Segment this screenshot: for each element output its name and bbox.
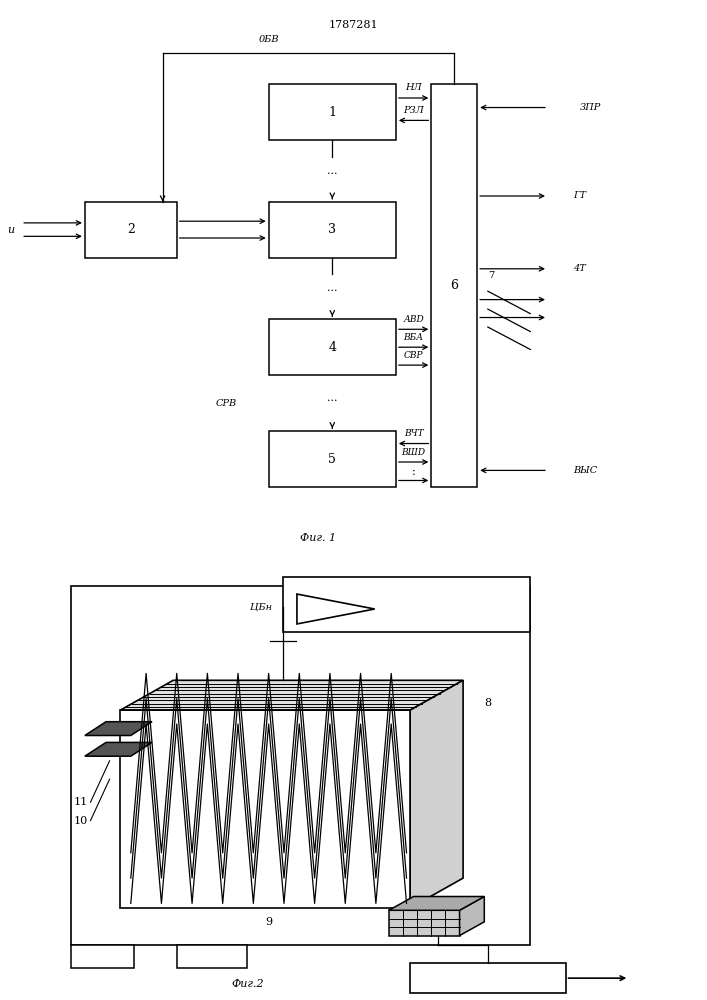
Polygon shape	[120, 710, 410, 908]
Polygon shape	[410, 680, 463, 908]
Bar	[431, 84, 477, 487]
Text: ЦБн: ЦБн	[250, 602, 272, 611]
Text: 7: 7	[488, 271, 494, 280]
Text: 3: 3	[328, 223, 337, 236]
Polygon shape	[460, 896, 484, 936]
Bar	[177, 945, 247, 968]
Polygon shape	[297, 594, 375, 624]
Text: 4Т: 4Т	[573, 264, 585, 273]
Text: ВБА: ВБА	[404, 333, 423, 342]
Bar	[269, 431, 396, 487]
Text: ...: ...	[327, 393, 337, 403]
Text: 0БВ: 0БВ	[259, 35, 279, 44]
Text: ВШD: ВШD	[402, 448, 426, 457]
Bar	[85, 202, 177, 258]
Polygon shape	[85, 742, 152, 756]
Bar	[410, 963, 566, 993]
Text: АВD: АВD	[403, 315, 424, 324]
Text: 4: 4	[328, 341, 337, 354]
Bar	[71, 586, 530, 945]
Text: 9: 9	[265, 917, 272, 927]
Bar	[269, 319, 396, 375]
Text: 3ПР: 3ПР	[580, 103, 601, 112]
Text: 1: 1	[328, 105, 337, 118]
Text: 8: 8	[484, 698, 491, 708]
Text: 6: 6	[450, 279, 458, 292]
Text: :: :	[411, 467, 416, 477]
Text: ...: ...	[327, 166, 337, 176]
Text: ГТ: ГТ	[573, 192, 585, 200]
Text: 5: 5	[328, 453, 337, 466]
Text: 1787281: 1787281	[329, 20, 378, 30]
Bar	[269, 84, 396, 140]
Polygon shape	[85, 722, 152, 736]
Text: СРВ: СРВ	[216, 399, 237, 408]
Text: 11: 11	[74, 797, 88, 807]
Polygon shape	[120, 680, 463, 710]
Text: РЗЛ: РЗЛ	[403, 106, 424, 115]
Bar	[269, 202, 396, 258]
Polygon shape	[389, 896, 484, 910]
Text: Фиг.2: Фиг.2	[231, 979, 264, 989]
Text: ВЧТ: ВЧТ	[404, 430, 423, 438]
Polygon shape	[389, 910, 460, 936]
Text: СВР: СВР	[404, 351, 423, 360]
Bar	[283, 577, 530, 632]
Text: 2: 2	[127, 223, 135, 236]
Text: ...: ...	[327, 283, 337, 293]
Text: ВЫС: ВЫС	[573, 466, 597, 475]
Text: Фиг. 1: Фиг. 1	[300, 533, 337, 543]
Text: НЛ: НЛ	[405, 83, 422, 92]
Bar	[71, 945, 134, 968]
Text: u: u	[7, 225, 14, 235]
Text: 10: 10	[74, 816, 88, 826]
